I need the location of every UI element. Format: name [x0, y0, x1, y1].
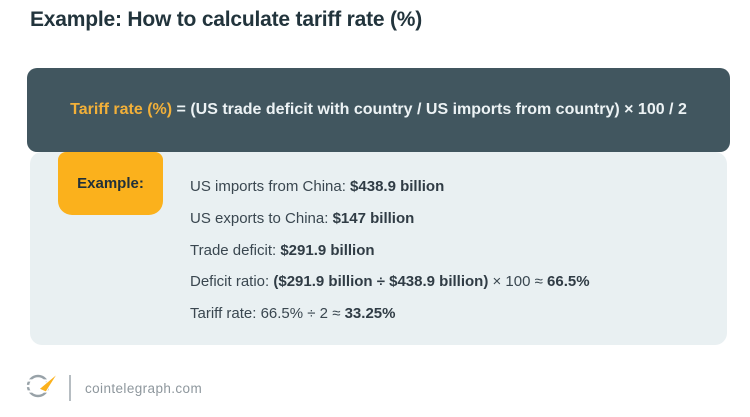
- example-line: US imports from China: $438.9 billion: [190, 178, 445, 195]
- example-badge: Example:: [58, 152, 163, 215]
- footer-divider: [69, 375, 71, 401]
- formula-text: Tariff rate (%) = (US trade deficit with…: [70, 101, 687, 119]
- footer: cointelegraph.com: [25, 372, 202, 404]
- footer-site-text: cointelegraph.com: [85, 380, 203, 396]
- example-line: Deficit ratio: ($291.9 billion ÷ $438.9 …: [190, 273, 590, 291]
- example-badge-label: Example:: [77, 175, 144, 192]
- cointelegraph-logo-icon: [25, 370, 59, 407]
- example-line: Tariff rate: 66.5% ÷ 2 ≈ 33.25%: [190, 305, 396, 323]
- formula-term: Tariff rate (%): [70, 101, 173, 118]
- formula-expression: = (US trade deficit with country / US im…: [172, 101, 687, 118]
- formula-bar: Tariff rate (%) = (US trade deficit with…: [27, 68, 730, 152]
- example-line: Trade deficit: $291.9 billion: [190, 241, 375, 259]
- example-line: US exports to China: $147 billion: [190, 209, 415, 227]
- page-title: Example: How to calculate tariff rate (%…: [30, 8, 423, 31]
- example-lines: US imports from China: $438.9 billion US…: [190, 171, 590, 330]
